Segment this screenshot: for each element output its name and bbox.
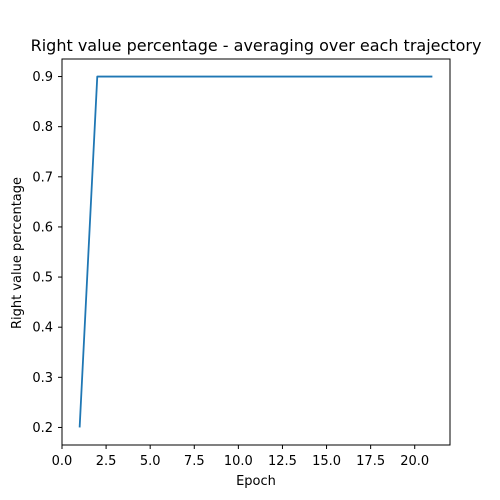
- x-tick-label: 5.0: [140, 454, 161, 469]
- chart-title: Right value percentage - averaging over …: [31, 36, 482, 55]
- series-line-0: [78, 75, 433, 428]
- plot-area: [78, 75, 433, 428]
- x-tick-label: 0.0: [52, 454, 73, 469]
- x-tick-label: 17.5: [356, 454, 385, 469]
- y-tick-label: 0.7: [32, 170, 53, 185]
- y-tick-label: 0.6: [32, 220, 53, 235]
- y-tick-label: 0.8: [32, 120, 53, 135]
- y-tick-label: 0.9: [32, 70, 53, 85]
- x-tick-label: 15.0: [312, 454, 341, 469]
- x-tick-label: 20.0: [400, 454, 429, 469]
- x-tick-label: 2.5: [96, 454, 117, 469]
- y-axis: 0.2 0.3 0.4 0.5 0.6 0.7 0.8 0.9: [32, 70, 62, 436]
- x-axis: 0.0 2.5 5.0 7.5 10.0 12.5 15.0 17.5 20.0: [52, 445, 429, 469]
- y-tick-label: 0.5: [32, 271, 53, 286]
- x-tick-label: 12.5: [268, 454, 297, 469]
- x-tick-label: 10.0: [224, 454, 253, 469]
- plot-frame: [61, 58, 451, 446]
- y-axis-label: Right value percentage: [10, 177, 25, 329]
- y-tick-label: 0.2: [32, 421, 53, 436]
- y-tick-label: 0.3: [32, 371, 53, 386]
- y-tick-label: 0.4: [32, 321, 53, 336]
- x-tick-label: 7.5: [184, 454, 205, 469]
- x-axis-label: Epoch: [236, 474, 276, 489]
